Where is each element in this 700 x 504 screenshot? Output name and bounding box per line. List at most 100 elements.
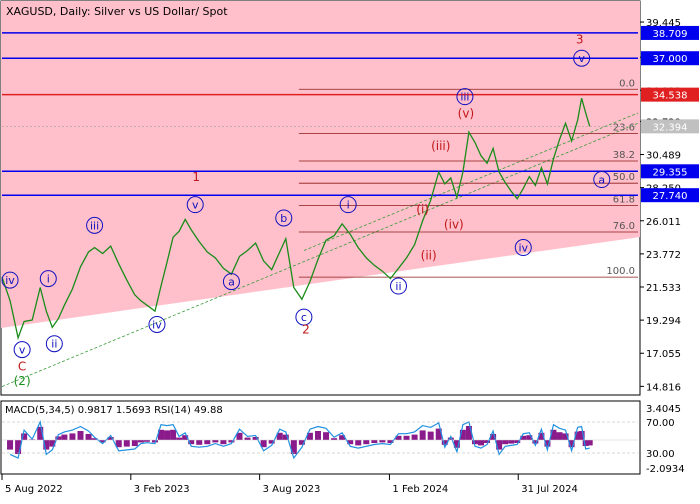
macd-bar bbox=[290, 440, 297, 454]
wave-label: ii bbox=[395, 280, 401, 293]
wave-label-red: (ii) bbox=[421, 248, 437, 262]
macd-bar bbox=[204, 440, 211, 445]
macd-bar bbox=[520, 435, 527, 440]
macd-bar bbox=[164, 430, 171, 440]
macd-bar bbox=[484, 440, 491, 443]
wave-circle bbox=[45, 335, 63, 353]
wave-label: c bbox=[301, 311, 307, 324]
macd-tick-label: -2.0934 bbox=[646, 464, 685, 475]
macd-bar bbox=[490, 434, 497, 440]
macd-bar bbox=[244, 437, 251, 440]
macd-bar bbox=[441, 440, 448, 445]
wave-circle bbox=[186, 196, 204, 214]
fib-label: 76.0 bbox=[613, 221, 635, 232]
level-tag-label: 37.000 bbox=[653, 54, 688, 65]
rsi-tick-label: 70.00 bbox=[646, 418, 675, 429]
wave-label-red: (iv) bbox=[444, 217, 464, 231]
wave-label: b bbox=[280, 212, 287, 225]
wave-label: v bbox=[192, 199, 199, 212]
rsi-tick-label: 30.00 bbox=[646, 449, 675, 460]
macd-bar bbox=[99, 440, 106, 443]
fib-label: 38.2 bbox=[613, 150, 635, 161]
macd-bar bbox=[182, 435, 189, 440]
wave-circle bbox=[39, 270, 57, 288]
macd-bar bbox=[115, 440, 122, 448]
macd-bar bbox=[220, 440, 227, 445]
wave-label: iii bbox=[460, 91, 469, 104]
macd-bar bbox=[387, 440, 394, 443]
price-tick-label: 14.816 bbox=[646, 382, 681, 393]
channel-upper-line bbox=[303, 112, 639, 251]
macd-bar bbox=[363, 440, 370, 445]
macd-bar bbox=[459, 429, 466, 440]
fib-label: 0.0 bbox=[619, 78, 635, 89]
macd-bar bbox=[379, 440, 386, 443]
macd-bar bbox=[85, 434, 92, 440]
macd-bar bbox=[526, 435, 533, 440]
price-tick-label: 21.533 bbox=[646, 283, 681, 294]
price-tick-label: 19.294 bbox=[646, 316, 681, 327]
macd-bar bbox=[331, 438, 338, 440]
indicator-label: MACD(5,34,5) 0.9817 1.5693 RSI(14) 49.88 bbox=[5, 405, 223, 416]
price-tick-label: 39.445 bbox=[646, 18, 681, 29]
level-tag-label: 38.709 bbox=[653, 29, 688, 40]
price-series-line bbox=[1, 98, 591, 341]
macd-bar bbox=[314, 431, 321, 440]
macd-bar bbox=[77, 431, 84, 440]
wave-circle bbox=[222, 273, 240, 291]
wave-label-red: (i) bbox=[416, 203, 429, 217]
wave-label: iv bbox=[5, 274, 15, 287]
macd-bar bbox=[298, 440, 305, 445]
level-tag bbox=[641, 25, 699, 40]
wave-circle bbox=[593, 171, 611, 189]
macd-bar bbox=[282, 434, 289, 440]
macd-bar bbox=[236, 432, 243, 440]
level-tag-label: 29.355 bbox=[653, 167, 688, 178]
level-tag bbox=[641, 188, 699, 203]
macd-bar bbox=[55, 436, 62, 440]
macd-bar bbox=[260, 440, 267, 448]
macd-bar bbox=[43, 440, 50, 450]
wave-label: iii bbox=[90, 219, 99, 232]
macd-bar bbox=[403, 435, 410, 440]
macd-bar bbox=[252, 437, 259, 440]
macd-bar bbox=[306, 432, 313, 440]
macd-bar bbox=[562, 433, 569, 440]
macd-bar bbox=[586, 440, 593, 446]
macd-bar bbox=[574, 431, 581, 440]
macd-bar bbox=[21, 433, 28, 440]
macd-bar bbox=[339, 435, 346, 440]
wave-circle bbox=[1, 271, 19, 289]
wave-circle bbox=[86, 216, 104, 234]
price-tick-label: 30.489 bbox=[646, 151, 681, 162]
price-tick-label: 17.055 bbox=[646, 349, 681, 360]
macd-bar bbox=[268, 440, 275, 444]
macd-bar bbox=[123, 440, 130, 447]
wave-label-red: 1 bbox=[192, 170, 200, 184]
macd-bar bbox=[15, 440, 22, 454]
current-price-tag bbox=[641, 119, 699, 134]
macd-bar bbox=[347, 440, 354, 445]
macd-bar bbox=[395, 435, 402, 440]
level-tag bbox=[641, 164, 699, 179]
current-price-label: 32.394 bbox=[653, 122, 688, 133]
level-tag bbox=[641, 51, 699, 66]
macd-bar bbox=[323, 432, 330, 440]
wave-label-red: 2 bbox=[302, 322, 310, 336]
macd-bar bbox=[371, 440, 378, 443]
macd-bar bbox=[276, 432, 283, 440]
macd-bar bbox=[49, 440, 56, 447]
macd-bar bbox=[447, 437, 454, 440]
fib-label: 100.0 bbox=[606, 266, 635, 277]
macd-tick-label: 3.4045 bbox=[646, 404, 681, 415]
level-tag-label: 34.538 bbox=[653, 91, 688, 102]
macd-bar bbox=[7, 440, 14, 450]
price-tick-label: 26.011 bbox=[646, 217, 681, 228]
macd-bar bbox=[37, 426, 44, 440]
wave-label-red: C bbox=[18, 359, 26, 373]
wave-label: i bbox=[347, 199, 350, 212]
wave-label-red: (v) bbox=[458, 106, 474, 120]
macd-bar bbox=[411, 434, 418, 440]
